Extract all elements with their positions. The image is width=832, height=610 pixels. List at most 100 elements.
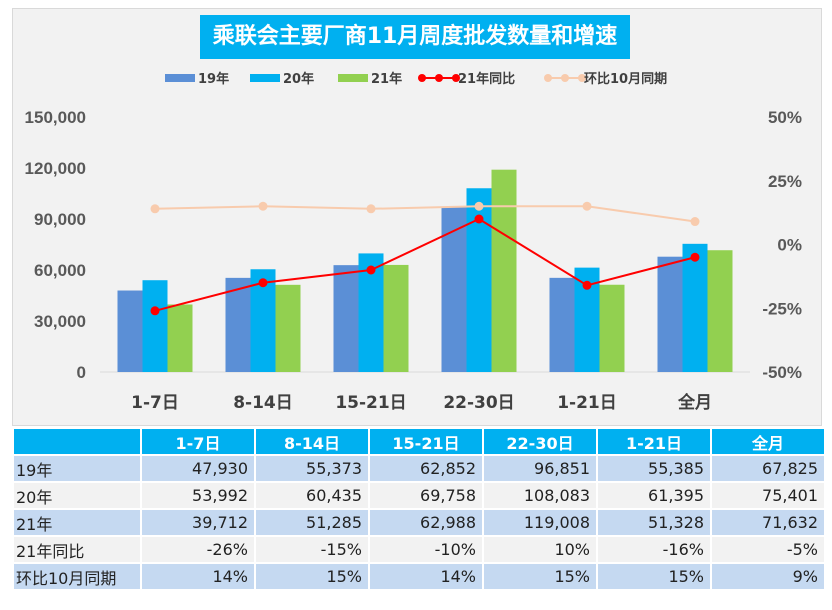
bar-21年 <box>707 250 733 372</box>
table-cell: 15% <box>484 564 596 589</box>
y-right-tick: 25% <box>768 172 802 191</box>
bar-19年 <box>117 290 143 372</box>
table-header: 1-7日 <box>142 429 254 454</box>
table-cell: 9% <box>712 564 824 589</box>
table-cell: -26% <box>142 537 254 562</box>
legend-label: 21年同比 <box>458 71 515 87</box>
table-header: 22-30日 <box>484 429 596 454</box>
x-tick: 1-21日 <box>557 393 617 413</box>
table-row: 环比10月同期 14% 15% 14% 15% 15% 9% <box>14 564 824 589</box>
table-cell: -5% <box>712 537 824 562</box>
legend-marker <box>452 74 460 82</box>
bar-19年 <box>225 277 251 372</box>
legend-marker <box>544 74 552 82</box>
table-cell: 51,285 <box>256 510 368 535</box>
table-cell: 62,852 <box>370 456 482 481</box>
table-cell: 47,930 <box>142 456 254 481</box>
x-tick: 全月 <box>677 392 712 413</box>
point-环比10月同期 <box>582 201 592 211</box>
bar-21年 <box>491 169 517 372</box>
table-cell: 60,435 <box>256 483 368 508</box>
table-row: 21年 39,712 51,285 62,988 119,008 51,328 71,632 <box>14 510 824 535</box>
table-header: 1-21日 <box>598 429 710 454</box>
x-tick: 22-30日 <box>443 393 514 413</box>
line-环比10月同期 <box>154 205 696 223</box>
table-cell: 14% <box>142 564 254 589</box>
table-cell: -15% <box>256 537 368 562</box>
point-环比10月同期 <box>150 204 160 214</box>
table-cell: 67,825 <box>712 456 824 481</box>
line-21年同比 <box>154 217 696 312</box>
table-cell: 53,992 <box>142 483 254 508</box>
row-label: 21年同比 <box>14 537 140 562</box>
table-row: 19年 47,930 55,373 62,852 96,851 55,385 67,825 <box>14 456 824 481</box>
y-right-tick: -25% <box>762 299 802 318</box>
point-21年同比 <box>258 278 268 288</box>
legend-marker <box>561 74 569 82</box>
table-cell: 75,401 <box>712 483 824 508</box>
point-环比10月同期 <box>258 201 268 211</box>
table-header: 15-21日 <box>370 429 482 454</box>
point-环比10月同期 <box>366 204 376 214</box>
x-tick: 8-14日 <box>233 393 293 413</box>
table-cell: 51,328 <box>598 510 710 535</box>
row-label: 20年 <box>14 483 140 508</box>
x-tick: 1-7日 <box>131 393 179 413</box>
bar-20年 <box>142 280 168 372</box>
legend-label: 环比10月同期 <box>584 71 667 87</box>
table-cell: -10% <box>370 537 482 562</box>
table-header-row: 1-7日 8-14日 15-21日 22-30日 1-21日 全月 <box>14 429 824 454</box>
legend-marker <box>435 74 443 82</box>
data-table: 1-7日 8-14日 15-21日 22-30日 1-21日 全月 19年 47,… <box>12 427 826 591</box>
row-label: 21年 <box>14 510 140 535</box>
point-21年同比 <box>150 306 160 316</box>
table-header <box>14 429 140 454</box>
y-right-tick: 0% <box>777 236 802 255</box>
point-环比10月同期 <box>474 201 484 211</box>
legend-marker <box>578 74 586 82</box>
legend-label: 21年 <box>371 71 402 87</box>
legend-marker <box>418 74 426 82</box>
table-header: 全月 <box>712 429 824 454</box>
table-cell: 71,632 <box>712 510 824 535</box>
table-row: 20年 53,992 60,435 69,758 108,083 61,395 75,401 <box>14 483 824 508</box>
table-cell: 39,712 <box>142 510 254 535</box>
legend-swatch <box>250 74 280 82</box>
bar-21年 <box>383 264 409 372</box>
y-left-tick: 90,000 <box>34 210 86 229</box>
y-left-tick: 120,000 <box>25 159 86 178</box>
y-right-tick: -50% <box>762 363 802 382</box>
table-row: 21年同比 -26% -15% -10% 10% -16% -5% <box>14 537 824 562</box>
combo-chart: 0 30,000 60,000 90,000 120,000 150,000 -50% -25… <box>25 71 802 413</box>
chart-title: 乘联会主要厂商11月周度批发数量和增速 <box>200 15 630 59</box>
table-cell: 108,083 <box>484 483 596 508</box>
point-21年同比 <box>690 252 700 262</box>
x-tick: 15-21日 <box>335 393 406 413</box>
point-环比10月同期 <box>690 217 700 227</box>
table-cell: 69,758 <box>370 483 482 508</box>
table-cell: 14% <box>370 564 482 589</box>
y-left-tick: 60,000 <box>34 261 86 280</box>
table-cell: 96,851 <box>484 456 596 481</box>
legend-label: 20年 <box>283 71 314 87</box>
legend-swatch <box>165 74 195 82</box>
bar-19年 <box>333 265 359 372</box>
bar-19年 <box>441 207 467 372</box>
table-cell: 55,385 <box>598 456 710 481</box>
bar-19年 <box>657 256 683 372</box>
table-cell: -16% <box>598 537 710 562</box>
table-header: 8-14日 <box>256 429 368 454</box>
point-21年同比 <box>366 265 376 275</box>
y-left-tick: 30,000 <box>34 312 86 331</box>
row-label: 19年 <box>14 456 140 481</box>
table-cell: 15% <box>598 564 710 589</box>
y-left-tick: 0 <box>77 363 86 382</box>
point-21年同比 <box>582 280 592 290</box>
bar-19年 <box>549 277 575 372</box>
table-cell: 62,988 <box>370 510 482 535</box>
table-cell: 15% <box>256 564 368 589</box>
legend-swatch <box>338 74 368 82</box>
y-right-tick: 50% <box>768 108 802 127</box>
bar-20年 <box>682 243 708 372</box>
bar-21年 <box>599 284 625 372</box>
